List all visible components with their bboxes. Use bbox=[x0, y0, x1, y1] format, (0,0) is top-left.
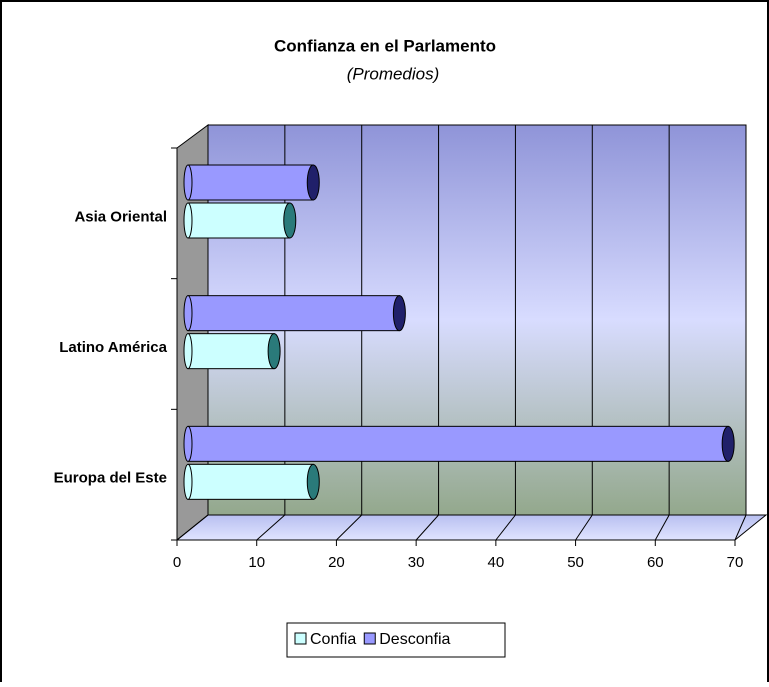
x-tick-label: 30 bbox=[408, 554, 425, 571]
chart-title: Confianza en el Parlamento bbox=[274, 36, 496, 55]
y-tick-label: Latino América bbox=[59, 339, 167, 356]
chart-subtitle: (Promedios) bbox=[347, 64, 440, 83]
x-tick-label: 70 bbox=[727, 554, 744, 571]
floor-grid-line bbox=[654, 514, 670, 541]
legend bbox=[286, 622, 506, 658]
x-tick-label: 50 bbox=[567, 554, 584, 571]
bar bbox=[187, 164, 314, 201]
bar bbox=[187, 295, 400, 332]
x-tick-label: 40 bbox=[488, 554, 505, 571]
bar-cap-right bbox=[306, 463, 320, 500]
x-tick-label: 60 bbox=[647, 554, 664, 571]
floor-grid-line bbox=[256, 514, 286, 541]
bar-cap-left bbox=[183, 295, 193, 332]
bar bbox=[187, 333, 275, 370]
bar bbox=[187, 463, 314, 500]
floor-grid-line bbox=[415, 514, 439, 541]
y-tick-label: Asia Oriental bbox=[74, 208, 167, 225]
floor bbox=[175, 514, 768, 541]
y-tick-label: Europa del Este bbox=[54, 470, 167, 487]
bar-cap-right bbox=[392, 295, 406, 332]
bar-cap-left bbox=[183, 425, 193, 462]
legend-label: Confia bbox=[310, 631, 356, 648]
floor-grid-line bbox=[734, 514, 747, 541]
bar-cap-right bbox=[283, 202, 297, 239]
legend-label: Desconfia bbox=[379, 631, 450, 648]
floor-grid-line bbox=[336, 514, 363, 541]
bar-cap-left bbox=[183, 463, 193, 500]
bar-cap-right bbox=[306, 164, 320, 201]
floor-grid-line bbox=[495, 514, 516, 541]
floor-grid-line bbox=[575, 514, 593, 541]
floor-grid-line bbox=[176, 514, 209, 541]
x-tick-label: 10 bbox=[248, 554, 265, 571]
x-tick-label: 0 bbox=[173, 554, 181, 571]
bar-cap-right bbox=[721, 425, 735, 462]
bar-cap-left bbox=[183, 202, 193, 239]
bar-cap-left bbox=[183, 164, 193, 201]
bar bbox=[187, 425, 729, 462]
bar bbox=[187, 202, 291, 239]
bar-cap-right bbox=[267, 333, 281, 370]
legend-swatch bbox=[294, 632, 307, 645]
bar-cap-left bbox=[183, 333, 193, 370]
legend-swatch bbox=[363, 632, 376, 645]
x-tick-label: 20 bbox=[328, 554, 345, 571]
